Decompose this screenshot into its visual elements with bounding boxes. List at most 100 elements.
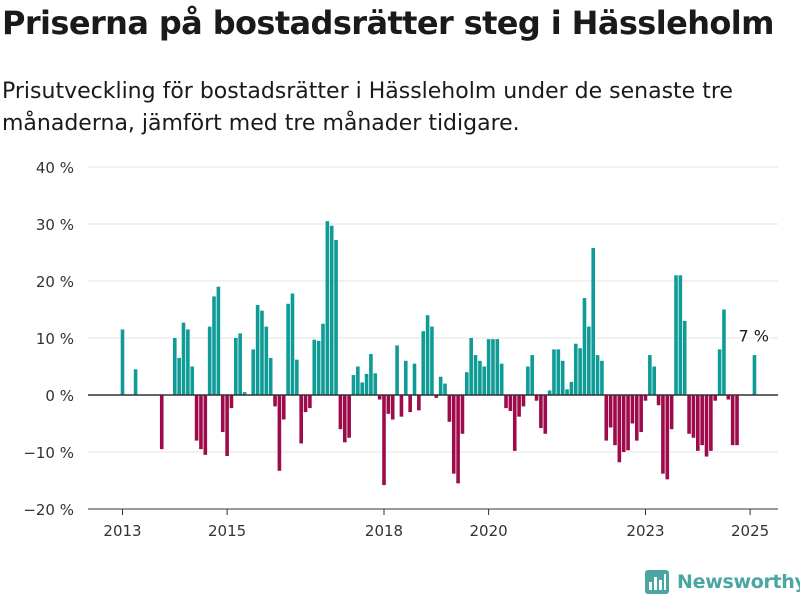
- bar: [508, 395, 513, 411]
- x-tick-label: 2025: [731, 522, 769, 540]
- bar: [552, 349, 556, 395]
- bar: [456, 395, 460, 484]
- bar: [495, 339, 500, 395]
- bar: [630, 395, 635, 424]
- x-tick-label: 2020: [470, 522, 508, 540]
- bar: [173, 338, 177, 395]
- bar: [369, 353, 373, 395]
- bar: [408, 395, 412, 413]
- bar: [665, 395, 670, 480]
- bar: [604, 395, 609, 441]
- bar: [120, 329, 125, 395]
- bar: [556, 349, 561, 395]
- bar: [212, 296, 216, 395]
- bar: [334, 239, 338, 395]
- bar: [438, 376, 443, 395]
- bar: [203, 395, 208, 455]
- bar: [687, 395, 691, 434]
- y-tick-label: −10 %: [23, 444, 74, 462]
- bar: [539, 395, 543, 429]
- bar: [491, 339, 495, 395]
- bar: [373, 373, 378, 395]
- bar: [451, 395, 456, 474]
- bar: [347, 395, 351, 438]
- bar: [268, 357, 273, 395]
- bar: [682, 320, 687, 395]
- bar: [434, 395, 439, 398]
- bar: [386, 395, 391, 414]
- bar: [726, 395, 731, 400]
- bar: [674, 275, 678, 395]
- brand-logo: Newsworthy: [645, 568, 800, 596]
- bar: [521, 395, 526, 407]
- y-tick-label: 10 %: [36, 330, 74, 348]
- bar: [634, 395, 639, 441]
- bar: [238, 333, 242, 395]
- bar: [356, 366, 360, 395]
- bar: [565, 389, 569, 395]
- bar: [639, 395, 643, 433]
- bar: [234, 338, 238, 395]
- bar: [504, 395, 508, 409]
- bar: [447, 395, 452, 422]
- bar: [281, 395, 286, 420]
- y-tick-label: 30 %: [36, 216, 74, 234]
- bar: [752, 355, 757, 395]
- bar: [621, 395, 626, 452]
- bar: [264, 326, 269, 395]
- bar: [351, 375, 356, 395]
- bar: [430, 326, 434, 395]
- bar: [656, 395, 661, 406]
- bar: [517, 395, 521, 417]
- y-tick-label: 40 %: [36, 159, 74, 177]
- bar: [704, 395, 709, 457]
- bar-chart-logo-icon: [645, 570, 669, 594]
- bar: [133, 369, 138, 395]
- bar: [499, 363, 504, 395]
- bar: [290, 293, 295, 395]
- bar: [295, 359, 299, 395]
- bar: [600, 360, 604, 395]
- bar: [460, 395, 465, 434]
- bar: [417, 395, 421, 411]
- bar: [722, 309, 726, 395]
- bar: [608, 395, 613, 428]
- bar: [526, 366, 530, 395]
- bar: [260, 310, 264, 395]
- bar: [186, 329, 190, 395]
- bar: [617, 395, 622, 463]
- bar: [242, 392, 247, 395]
- bar: [207, 326, 212, 395]
- bar: [390, 395, 395, 420]
- bar: [643, 395, 648, 401]
- bar: [159, 395, 164, 450]
- bar: [425, 315, 430, 395]
- bar: [648, 355, 652, 395]
- x-tick-label: 2023: [626, 522, 664, 540]
- bar: [382, 395, 386, 486]
- bar: [273, 395, 277, 407]
- bar: [190, 366, 195, 395]
- bar: [229, 395, 234, 409]
- latest-value-label: 7 %: [738, 326, 768, 345]
- bar: [626, 395, 630, 451]
- bar: [286, 303, 290, 395]
- bar: [700, 395, 704, 446]
- bar: [321, 323, 325, 395]
- bar: [220, 395, 225, 433]
- bar: [560, 360, 565, 395]
- bar: [251, 349, 256, 395]
- chart-subtitle: Prisutveckling för bostadsrätter i Hässl…: [2, 79, 733, 136]
- annotations: 7 %: [737, 325, 770, 347]
- bar: [534, 395, 539, 401]
- bar: [299, 395, 303, 444]
- bar: [255, 304, 260, 395]
- bar: [730, 395, 735, 446]
- bar: [547, 390, 552, 395]
- bar: [717, 349, 722, 395]
- bar: [469, 338, 473, 395]
- bar: [678, 275, 683, 395]
- y-tick-label: 0 %: [45, 387, 74, 405]
- bar: [709, 395, 713, 451]
